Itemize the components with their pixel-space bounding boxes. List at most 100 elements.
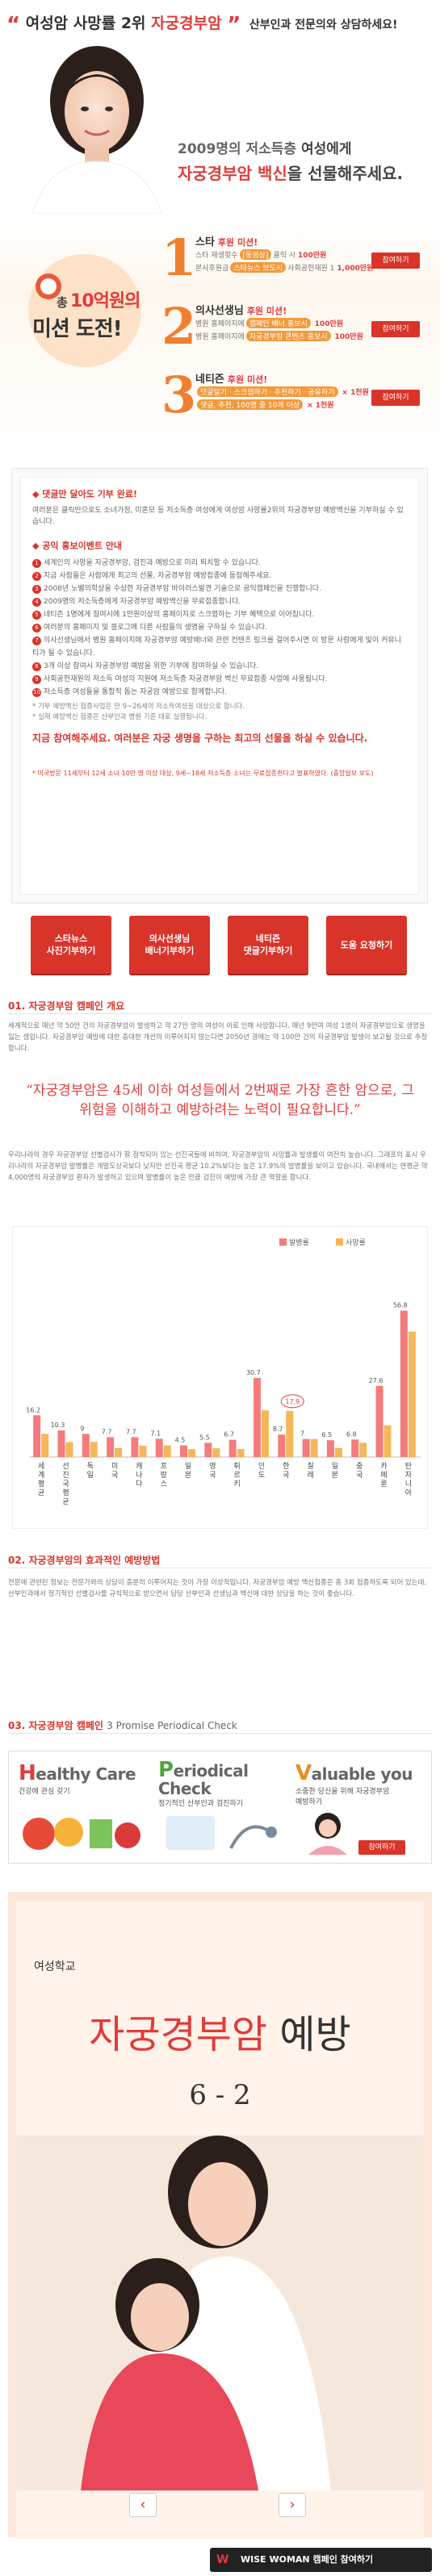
legend-swatch [279, 1238, 287, 1246]
doctor-banner-donate-button[interactable]: 의사선생님 배너기부하기 [129, 916, 210, 974]
bar [310, 1438, 318, 1457]
tick-label: 캐 [136, 1462, 142, 1471]
hero-woman-image [31, 46, 162, 214]
notice-inner: ◆ 댓글만 달아도 기부 완료! 여러분은 클릭만으로도 소녀가정, 미혼모 등… [20, 477, 419, 895]
bar [163, 1445, 171, 1457]
data-label: 9 [80, 1425, 84, 1432]
bar [188, 1449, 196, 1457]
slide-next-button[interactable]: › [279, 2493, 306, 2517]
step-line1-tag: 캠페인 배너 홍보시 [245, 318, 311, 328]
data-label: 6.7 [224, 1431, 234, 1438]
mother-daughter-photo [16, 2136, 424, 2490]
tick-label: 균 [62, 1497, 69, 1506]
section1-quote: “자궁경부암은 45세 이하 여성들에서 2번째로 가장 흔한 암으로, 그 위… [26, 1083, 414, 1118]
promise-rest: aluable you [311, 1764, 413, 1784]
step-join-button[interactable]: 참여하기 [371, 253, 420, 269]
netizen-comment-donate-button[interactable]: 네티즌 댓글기부하기 [228, 916, 308, 974]
tick-label: 룬 [380, 1480, 387, 1488]
section3-title: 03. 자궁경부암 캠페인 3 Promise Periodical Check [8, 1718, 237, 1732]
slide-title-red: 자궁경부암 [89, 2012, 268, 2057]
list-item: 4 2009명의 저소득층에게 자궁경부암 예방백신을 무료접종합니다. [32, 595, 407, 608]
list-item-text: 3개 이상 참여시 자궁경부암 예방을 위한 기부에 참여하실 수 있습니다. [44, 662, 259, 670]
list-item-text: 저소득층 여성들을 통합적 돕는 자궁암 예방으로 함께합니다. [44, 688, 228, 696]
data-label: 4.5 [175, 1437, 186, 1444]
step-number: 2 [161, 297, 197, 356]
notice-heading-1: ◆ 댓글만 달아도 기부 완료! [32, 489, 137, 499]
step-line1: 병원 홈페이지에 캠페인 배너 홍보시 100만원 [195, 318, 343, 328]
promise-cap: P [158, 1758, 174, 1782]
tick-label: 스 [161, 1480, 167, 1488]
tick-label: 메 [380, 1471, 387, 1480]
list-item-text: 2008년 노벨의학상을 수상한 자궁경부암 바이러스발견 기술으로 공익캠페인… [44, 585, 321, 593]
chevron-left-icon: ‹ [140, 2496, 146, 2513]
step-number: 1 [161, 228, 197, 287]
data-label: 10.3 [51, 1422, 65, 1429]
button-label: 네티즌 댓글기부하기 [243, 933, 293, 956]
tick-label: 랑 [161, 1470, 167, 1480]
list-item: 2 지금 사람들은 사람에게 최고의 선물, 자궁경부암 예방접종에 동참해주세요… [32, 570, 407, 582]
data-label: 5.5 [199, 1434, 210, 1441]
campaign-join-button[interactable]: W WISE WOMAN 캠페인 참여하기 [210, 2548, 432, 2572]
mission-title-top: 총 10억원의 [57, 286, 140, 312]
tick-label: 한 [283, 1462, 289, 1471]
slide-viewer: 여성학교 자궁경부암 예방 6 - 2 ‹ › [8, 1892, 432, 2539]
data-label: 8.7 [273, 1426, 283, 1433]
bar [302, 1438, 310, 1457]
step-line2-amount: × 1천원 [307, 402, 334, 410]
step-title: 스타 후원 미션! [195, 233, 258, 248]
list-item-text: 지금 사람들은 사람에게 최고의 선물, 자궁경부암 예방접종에 동참해주세요. [44, 572, 272, 580]
bar [82, 1434, 90, 1457]
section-title-text: 자궁경부암 캠페인 개요 [28, 1000, 125, 1012]
tick-label: 평 [62, 1488, 69, 1497]
chart-svg: 발병률 사망률16.2세계평균10.3선진국평균9독일7.7미국7.7캐나다7.1… [26, 1238, 421, 1506]
tick-label: 레 [307, 1471, 313, 1480]
quote-close: ” [227, 13, 241, 37]
number-badge: 6 [32, 624, 41, 633]
section-number: 02. [8, 1555, 26, 1566]
step-line1: 댓글달기 · 스크랩하기 · 추천하기 · 공유하기 × 1천원 [195, 386, 369, 397]
list-item-text: 네티즌 1명에게 참여시에 1만원이상의 홈페이지로 스크랩하는 기부 혜택으로… [44, 611, 315, 619]
mission-top-a: 총 [57, 295, 68, 310]
tick-label: 본 [332, 1471, 338, 1480]
bar [65, 1442, 73, 1457]
step-title: 네티즌 후원 미션! [195, 370, 267, 386]
mission-step-2: 2 의사선생님 후원 미션! 병원 홈페이지에 캠페인 배너 홍보시 100만원 병… [161, 299, 428, 363]
tick-label: 선 [62, 1462, 69, 1471]
star-photo-donate-button[interactable]: 스타뉴스 사진기부하기 [31, 916, 111, 974]
tick-label: 국 [62, 1480, 69, 1488]
notice-heading-2: ◆ 공익 홍보이벤트 안내 [32, 541, 123, 551]
bar [180, 1445, 188, 1457]
mission-top-b: 10억원의 [70, 291, 140, 311]
step-line1-post: 클릭 시 [273, 252, 296, 260]
number-badge: 8 [32, 662, 41, 671]
notice-box: ◆ 댓글만 달아도 기부 완료! 여러분은 클릭만으로도 소녀가정, 미혼모 등… [11, 468, 428, 904]
notice-list: 1 세계인의 사망을 자궁경부암, 검진과 예방으로 미리 퇴치할 수 있습니다.… [32, 557, 407, 699]
list-item: 8 3개 이상 참여시 자궁경부암 예방을 위한 기부에 참여하실 수 있습니다. [32, 660, 407, 673]
step-title-text: 네티즌 [195, 374, 224, 386]
step-join-button[interactable]: 참여하기 [371, 321, 420, 337]
bar [115, 1447, 123, 1457]
divider [8, 1733, 432, 1734]
step-line2-tag: 댓글, 추천, 100명 중 10개 이상 [197, 399, 304, 410]
tick-label: 키 [234, 1480, 241, 1488]
quote-open: “ [6, 13, 21, 37]
bar [155, 1438, 163, 1457]
step-tag: 후원 미션! [246, 306, 287, 316]
help-request-button[interactable]: 도움 요청하기 [326, 916, 407, 974]
step-number: 3 [161, 365, 197, 424]
hero-line2: 자궁경부암 백신을 선물해주세요. [178, 161, 436, 184]
step-join-button[interactable]: 참여하기 [371, 390, 420, 406]
step-line2-mid: 사회공헌재원 1 [287, 265, 335, 273]
list-item: 1 세계인의 사망을 자궁경부암, 검진과 예방으로 미리 퇴치할 수 있습니다. [32, 557, 407, 570]
notice-small-2: * 실제 예방백신 접종은 산부인과 병원 기준 대로 실행됩니다. [32, 713, 207, 721]
slide-prev-button[interactable]: ‹ [129, 2493, 157, 2517]
data-label: 6.8 [346, 1430, 357, 1438]
promise-join-button[interactable]: 참여하기 [358, 1840, 405, 1855]
bar [326, 1440, 334, 1457]
number-badge: 7 [32, 637, 41, 645]
promise-title: Periodical Check [158, 1758, 291, 1797]
bar [212, 1448, 220, 1457]
mission-title-text: 미션 도전! [32, 317, 123, 341]
bar [383, 1425, 392, 1457]
